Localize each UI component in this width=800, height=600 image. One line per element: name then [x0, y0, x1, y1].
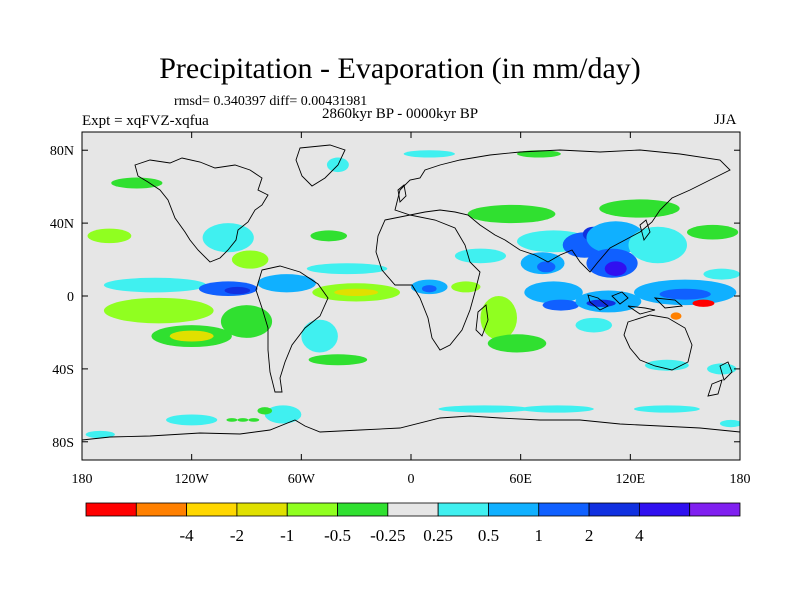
anomaly-region	[719, 419, 740, 428]
colorbar-swatch	[387, 502, 439, 517]
anomaly-region	[480, 296, 518, 340]
x-tick-label: 180	[730, 472, 751, 487]
x-tick-label: 60W	[288, 472, 316, 487]
anomaly-region	[237, 418, 249, 422]
anomaly-region	[670, 312, 682, 320]
x-tick-label: 60E	[509, 472, 532, 487]
anomaly-region	[224, 286, 251, 295]
anomaly-region	[599, 199, 680, 218]
colorbar-swatch	[538, 502, 590, 517]
colorbar-swatch	[588, 502, 640, 517]
colorbar-label: -4	[180, 526, 195, 545]
x-tick-label: 180	[72, 472, 93, 487]
colorbar-swatch	[337, 502, 389, 517]
y-axis: 80N 40N 0 40S 80S	[50, 144, 740, 451]
anomaly-region	[301, 319, 338, 353]
anomaly-region	[226, 418, 238, 422]
anomaly-region	[308, 354, 368, 366]
colorbar-label: -0.5	[324, 526, 351, 545]
anomaly-region	[686, 224, 739, 240]
anomaly-region	[421, 285, 437, 293]
anomaly-region	[454, 248, 507, 264]
anomaly-region	[220, 305, 273, 338]
colorbar-swatch	[236, 502, 288, 517]
anomaly-region	[103, 297, 214, 324]
anomaly-region	[487, 334, 547, 353]
colorbar-label: -1	[280, 526, 294, 545]
colorbar-label: -0.25	[370, 526, 405, 545]
season-label: JJA	[714, 112, 737, 128]
x-tick-label: 0	[408, 472, 415, 487]
anomaly-region	[520, 405, 594, 413]
y-tick-label: 40S	[52, 363, 74, 378]
colorbar-label: 4	[635, 526, 644, 545]
anomaly-region	[604, 261, 627, 276]
colorbar-swatch	[85, 502, 137, 517]
anomaly-region	[707, 363, 737, 375]
y-tick-label: 40N	[50, 217, 74, 232]
anomaly-region	[202, 223, 254, 253]
anomaly-region	[659, 288, 711, 300]
colorbar-swatch	[638, 502, 691, 517]
anomaly-region	[633, 405, 700, 413]
colorbar-swatch	[186, 502, 238, 517]
colorbar-swatch	[689, 502, 741, 517]
anomaly-region	[451, 281, 481, 293]
anomaly-region	[169, 330, 214, 342]
anomaly-region	[310, 230, 348, 242]
colorbar-label: 0.25	[423, 526, 453, 545]
anomaly-region	[403, 150, 455, 158]
colorbar-label: -2	[230, 526, 244, 545]
anomaly-region	[644, 359, 689, 371]
x-tick-label: 120E	[616, 472, 646, 487]
anomaly-region	[103, 277, 207, 293]
anomaly-layer	[85, 150, 740, 439]
experiment-label: Expt = xqFVZ-xqfua	[82, 113, 209, 129]
colorbar: -4 -2 -1 -0.5 -0.25 0.25 0.5 1 2 4	[85, 502, 741, 545]
anomaly-region	[264, 405, 302, 424]
time-label: 2860kyr BP - 0000kyr BP	[322, 106, 479, 122]
colorbar-label: 0.5	[478, 526, 499, 545]
y-tick-label: 80S	[52, 436, 74, 451]
anomaly-region	[257, 407, 273, 415]
coastlines	[82, 144, 740, 441]
x-tick-label: 120W	[175, 472, 210, 487]
anomaly-region	[248, 418, 260, 422]
y-tick-label: 80N	[50, 144, 74, 159]
anomaly-region	[542, 299, 580, 311]
anomaly-region	[575, 317, 613, 333]
colorbar-swatch	[488, 502, 540, 517]
x-axis: 180 120W 60W 0 60E 120E 180	[72, 132, 751, 487]
anomaly-region	[537, 261, 556, 273]
anomaly-region	[524, 281, 583, 304]
anomaly-region	[231, 250, 269, 269]
anomaly-region	[306, 263, 388, 275]
chart-title: Precipitation - Evaporation (in mm/day)	[159, 52, 641, 85]
anomaly-region	[166, 414, 218, 426]
anomaly-region	[692, 299, 715, 307]
anomaly-region	[438, 405, 530, 413]
anomaly-region	[87, 228, 132, 244]
anomaly-region	[85, 430, 115, 439]
y-tick-label: 0	[67, 290, 74, 305]
anomaly-region	[111, 177, 163, 189]
colorbar-swatch	[437, 502, 489, 517]
colorbar-label: 2	[585, 526, 594, 545]
anomaly-region	[334, 288, 379, 296]
anomaly-region	[703, 268, 740, 280]
colorbar-swatch	[286, 502, 338, 517]
anomaly-region	[257, 274, 316, 293]
anomaly-region	[467, 204, 556, 224]
stats-line: rmsd= 0.340397 diff= 0.00431981	[174, 94, 368, 109]
anomaly-region	[628, 226, 687, 264]
colorbar-swatch	[135, 502, 188, 517]
colorbar-label: 1	[535, 526, 544, 545]
